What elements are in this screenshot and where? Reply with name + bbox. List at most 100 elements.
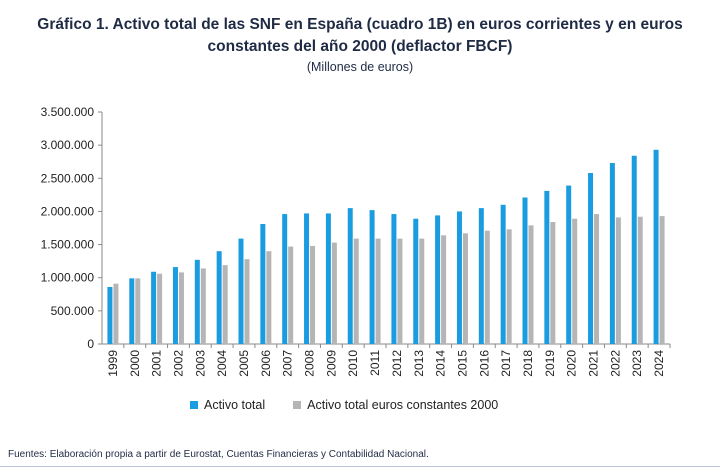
bar-activo-total: [631, 155, 637, 344]
bar-activo-constantes: [572, 218, 578, 344]
y-tick-label: 0: [87, 337, 94, 351]
x-tick-label: 2015: [455, 350, 469, 377]
x-tick-label: 2013: [412, 350, 426, 377]
bar-activo-total: [478, 208, 484, 344]
bar-activo-constantes: [157, 273, 163, 344]
legend-item-activo-constantes: Activo total euros constantes 2000: [293, 398, 498, 412]
x-tick-label: 2008: [303, 350, 317, 377]
x-tick-label: 2000: [128, 350, 142, 377]
x-tick-label: 2001: [150, 350, 164, 377]
bar-activo-constantes: [659, 216, 665, 344]
bar-activo-total: [304, 213, 310, 344]
x-tick-label: 2021: [587, 350, 601, 377]
chart-title-line-2: constantes del año 2000 (deflactor FBCF): [207, 38, 513, 55]
x-tick-label: 2019: [543, 350, 557, 377]
x-tick-label: 2003: [193, 350, 207, 377]
bar-activo-total: [172, 267, 178, 344]
bar-activo-constantes: [375, 238, 381, 344]
x-tick-label: 1999: [106, 350, 120, 377]
bar-activo-total: [413, 218, 419, 344]
legend-swatch-activo-total: [190, 401, 198, 409]
bar-activo-total: [609, 163, 615, 344]
x-tick-label: 2022: [608, 350, 622, 377]
y-tick-label: 2.000.000: [41, 204, 95, 218]
x-tick-label: 2010: [346, 350, 360, 377]
x-tick-label: 2014: [434, 350, 448, 377]
bottom-divider: [0, 466, 720, 467]
chart-legend: Activo total Activo total euros constant…: [190, 398, 526, 412]
bar-activo-constantes: [550, 222, 556, 344]
legend-label-activo-total: Activo total: [204, 398, 266, 412]
bar-activo-constantes: [528, 225, 534, 344]
legend-swatch-activo-constantes: [293, 401, 302, 409]
y-tick-label: 3.500.000: [41, 105, 95, 119]
bar-activo-total: [325, 213, 331, 344]
x-tick-label: 2024: [652, 350, 666, 377]
y-tick-label: 500.000: [51, 304, 95, 318]
bar-activo-constantes: [637, 216, 643, 344]
bar-activo-total: [391, 214, 397, 344]
bar-activo-constantes: [310, 245, 316, 344]
bar-activo-total: [216, 251, 222, 344]
bar-activo-total: [456, 211, 462, 344]
y-tick-label: 3.000.000: [41, 138, 95, 152]
bar-activo-constantes: [178, 272, 184, 344]
bar-activo-constantes: [222, 265, 228, 344]
bar-activo-total: [566, 185, 572, 344]
chart-title: Gráfico 1. Activo total de las SNF en Es…: [0, 14, 720, 58]
bar-activo-constantes: [462, 233, 468, 344]
bar-activo-constantes: [331, 242, 337, 344]
x-tick-label: 2018: [521, 350, 535, 377]
x-tick-label: 2016: [477, 350, 491, 377]
bar-activo-constantes: [244, 259, 250, 344]
bar-activo-constantes: [484, 230, 490, 344]
source-note: Fuentes: Elaboración propia a partir de …: [8, 449, 429, 460]
x-tick-label: 2004: [215, 350, 229, 377]
bar-activo-total: [588, 172, 594, 344]
x-tick-label: 2006: [259, 350, 273, 377]
bar-activo-constantes: [419, 238, 425, 344]
x-tick-label: 2009: [324, 350, 338, 377]
bar-activo-constantes: [397, 238, 403, 344]
x-tick-label: 2002: [171, 350, 185, 377]
bar-activo-constantes: [288, 246, 294, 344]
y-tick-label: 2.500.000: [41, 171, 95, 185]
bar-activo-total: [151, 271, 157, 344]
bar-activo-constantes: [506, 229, 512, 344]
bar-activo-constantes: [200, 268, 206, 344]
chart-subtitle: (Millones de euros): [306, 60, 414, 74]
x-tick-label: 2020: [565, 350, 579, 377]
legend-item-activo-total: Activo total: [190, 398, 265, 412]
chart-title-line-1: Gráfico 1. Activo total de las SNF en Es…: [37, 16, 683, 33]
x-tick-label: 2011: [368, 350, 382, 376]
bar-activo-constantes: [441, 235, 447, 344]
bar-activo-total: [107, 286, 113, 344]
legend-label-activo-constantes: Activo total euros constantes 2000: [307, 398, 499, 412]
bar-activo-constantes: [353, 238, 359, 344]
bar-activo-total: [544, 190, 550, 344]
bar-activo-total: [238, 238, 244, 344]
bar-activo-total: [129, 278, 135, 344]
bar-activo-total: [500, 204, 506, 344]
bar-activo-constantes: [135, 278, 141, 344]
bar-activo-total: [194, 259, 200, 344]
bar-activo-total: [369, 210, 375, 344]
bar-activo-total: [653, 149, 659, 344]
bar-activo-constantes: [594, 214, 600, 344]
bar-activo-total: [282, 214, 288, 344]
bar-activo-constantes: [113, 283, 119, 344]
y-tick-label: 1.500.000: [41, 238, 95, 252]
bar-activo-constantes: [266, 251, 272, 344]
x-tick-label: 2017: [499, 350, 513, 377]
x-tick-label: 2023: [630, 350, 644, 377]
bar-activo-total: [522, 197, 528, 344]
y-tick-label: 1.000.000: [41, 271, 95, 285]
x-tick-label: 2012: [390, 350, 404, 377]
bar-activo-total: [347, 208, 353, 344]
x-tick-label: 2005: [237, 350, 251, 377]
bar-activo-total: [435, 215, 441, 344]
bar-activo-total: [260, 224, 266, 344]
x-tick-label: 2007: [281, 350, 295, 377]
bar-activo-constantes: [615, 217, 621, 344]
